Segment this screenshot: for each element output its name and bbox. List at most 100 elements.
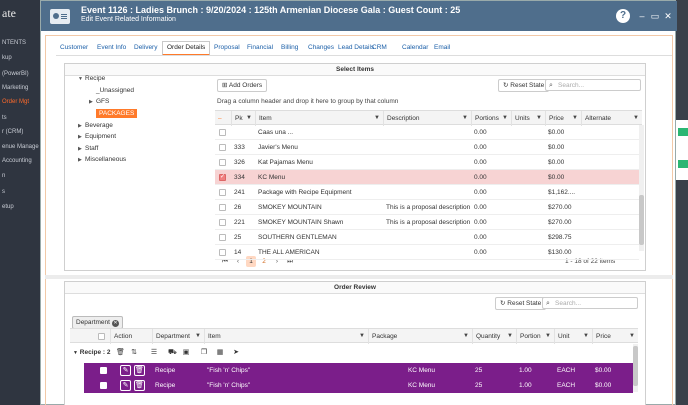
column-header[interactable]: Package ▼ (368, 329, 472, 344)
delete-icon[interactable]: 🗑 (134, 380, 145, 391)
filter-icon[interactable]: ▼ (463, 333, 469, 339)
scroll-thumb[interactable] (639, 195, 644, 245)
background-nav-item[interactable]: enue Manage (2, 144, 39, 150)
select-all-checkbox[interactable] (98, 333, 105, 340)
table-row[interactable]: Caas una ... 0.00 $0.00 (215, 125, 639, 140)
splitter[interactable] (45, 275, 673, 279)
row-checkbox[interactable] (219, 159, 226, 166)
row-checkbox[interactable] (100, 382, 107, 389)
page-1-button[interactable]: 1 (246, 256, 256, 267)
background-nav-item[interactable]: kup (2, 55, 12, 61)
background-nav-item[interactable]: Marketing (2, 85, 29, 91)
row-checkbox[interactable] (219, 249, 226, 256)
row-checkbox[interactable] (219, 234, 226, 241)
tab-proposal[interactable]: Proposal (214, 44, 240, 51)
table-row[interactable]: 221 SMOKEY MOUNTAIN Shawn This is a propos… (215, 215, 639, 230)
row-checkbox[interactable] (219, 129, 226, 136)
background-nav-item[interactable]: NTENTS (2, 40, 26, 46)
filter-icon[interactable]: ▼ (536, 115, 542, 121)
background-nav-item[interactable]: r (CRM) (2, 129, 24, 135)
background-nav-item[interactable]: etup (2, 204, 14, 210)
column-header[interactable]: Pk ▼ (231, 111, 255, 126)
caret-right-icon[interactable]: ▶ (78, 146, 82, 152)
tab-calendar[interactable]: Calendar (402, 44, 429, 51)
edit-icon[interactable]: ✎ (120, 380, 131, 391)
tree-node[interactable]: ▶ GFS (89, 98, 109, 105)
help-button[interactable]: ? (616, 9, 630, 23)
add-orders-button[interactable]: ⊞ Add Orders (217, 79, 268, 92)
sort-icon[interactable]: ⇅ (131, 349, 137, 356)
table-row[interactable]: 25 SOUTHERN GENTLEMAN 0.00 $298.75 (215, 230, 639, 245)
row-checkbox[interactable] (219, 144, 226, 151)
column-header[interactable]: Description ▼ (383, 111, 471, 126)
table-row[interactable]: 326 Kat Pajamas Menu 0.00 $0.00 (215, 155, 639, 170)
background-nav-item[interactable]: n (2, 173, 6, 179)
table-row[interactable]: 241 Package with Recipe Equipment 0.00 $1,1… (215, 185, 639, 200)
prev-page-icon[interactable]: ‹ (236, 258, 240, 265)
tab-delivery[interactable]: Delivery (134, 44, 158, 51)
remove-icon[interactable]: ✕ (111, 320, 119, 327)
minimize-button[interactable]: – (639, 11, 645, 21)
filter-icon[interactable]: ▼ (633, 115, 639, 121)
table-row[interactable]: 26 SMOKEY MOUNTAIN This is a proposal desc… (215, 200, 639, 215)
maximize-button[interactable]: ▭ (650, 11, 660, 21)
row-checkbox[interactable] (219, 204, 226, 211)
column-header[interactable]: Quantity ▼ (472, 329, 516, 344)
trash-icon[interactable]: 🗑 (116, 349, 125, 356)
column-header[interactable]: Price ▼ (592, 329, 638, 344)
tree-node[interactable]: ▶ Equipment (78, 133, 116, 140)
copy-icon[interactable]: ❐ (200, 349, 208, 356)
filter-icon[interactable]: ▼ (502, 115, 508, 121)
caret-right-icon[interactable]: ▶ (78, 157, 82, 163)
caret-right-icon[interactable]: ▶ (78, 123, 82, 129)
table-row[interactable]: 334 KC Menu 0.00 $0.00 (215, 170, 639, 185)
order-review-search-input[interactable]: ⌕ Search... (542, 297, 638, 309)
tab-changes[interactable]: Changes (308, 44, 335, 51)
row-checkbox[interactable] (219, 173, 226, 181)
caret-right-icon[interactable]: ▶ (78, 134, 82, 140)
send-icon[interactable]: ➤ (233, 349, 239, 356)
filter-icon[interactable]: ▼ (246, 115, 252, 121)
image-icon[interactable]: ▣ (182, 349, 190, 356)
grid-icon[interactable]: ▦ (216, 349, 224, 356)
filter-icon[interactable]: ▼ (629, 333, 635, 339)
background-nav-item[interactable]: Order Mgt (2, 99, 30, 105)
filter-icon[interactable]: ▼ (545, 333, 551, 339)
background-nav-item[interactable]: (PowerBI) (2, 71, 29, 77)
background-nav-item[interactable]: s (2, 189, 5, 195)
tab-billing[interactable]: Billing (281, 44, 299, 51)
tree-node[interactable]: ▶ Staff (78, 145, 98, 152)
close-button[interactable]: ✕ (664, 11, 672, 21)
tree-node[interactable]: PACKAGES (89, 109, 138, 118)
delete-icon[interactable]: 🗑 (134, 365, 145, 376)
table-row[interactable]: 333 Javier's Menu 0.00 $0.00 (215, 140, 639, 155)
column-header[interactable]: Item ▼ (204, 329, 368, 344)
row-checkbox[interactable] (100, 367, 107, 374)
filter-icon[interactable]: ▼ (462, 115, 468, 121)
page-2-button[interactable]: 2 (262, 258, 266, 265)
scroll-thumb[interactable] (633, 346, 638, 386)
tree-node[interactable]: ▶ Beverage (78, 122, 113, 129)
column-header[interactable]: – (215, 111, 231, 126)
column-header[interactable]: Unit ▼ (554, 329, 592, 344)
column-header[interactable]: Price ▼ (545, 111, 581, 126)
filter-icon[interactable]: ▼ (195, 333, 201, 339)
tab-customer[interactable]: Customer (60, 44, 89, 51)
list-icon[interactable]: ☰ (150, 349, 158, 356)
filter-icon[interactable]: ▼ (507, 333, 513, 339)
background-nav-item[interactable]: Accounting (2, 158, 32, 164)
select-items-scrollbar[interactable] (639, 125, 644, 251)
last-page-icon[interactable]: ⏭ (287, 258, 293, 265)
row-checkbox[interactable] (219, 219, 226, 226)
column-header[interactable]: Portions ▼ (471, 111, 511, 126)
edit-icon[interactable]: ✎ (120, 365, 131, 376)
tree-node[interactable]: _Unassigned (89, 87, 134, 94)
tab-financial[interactable]: Financial (247, 44, 274, 51)
order-review-scrollbar[interactable] (633, 344, 638, 392)
filter-icon[interactable]: ▼ (374, 115, 380, 121)
caret-right-icon[interactable]: ▶ (89, 99, 93, 105)
next-page-icon[interactable]: › (275, 258, 279, 265)
column-header[interactable]: Action (110, 329, 152, 344)
truck-icon[interactable]: ⛟ (168, 349, 177, 356)
tab-email[interactable]: Email (434, 44, 451, 51)
